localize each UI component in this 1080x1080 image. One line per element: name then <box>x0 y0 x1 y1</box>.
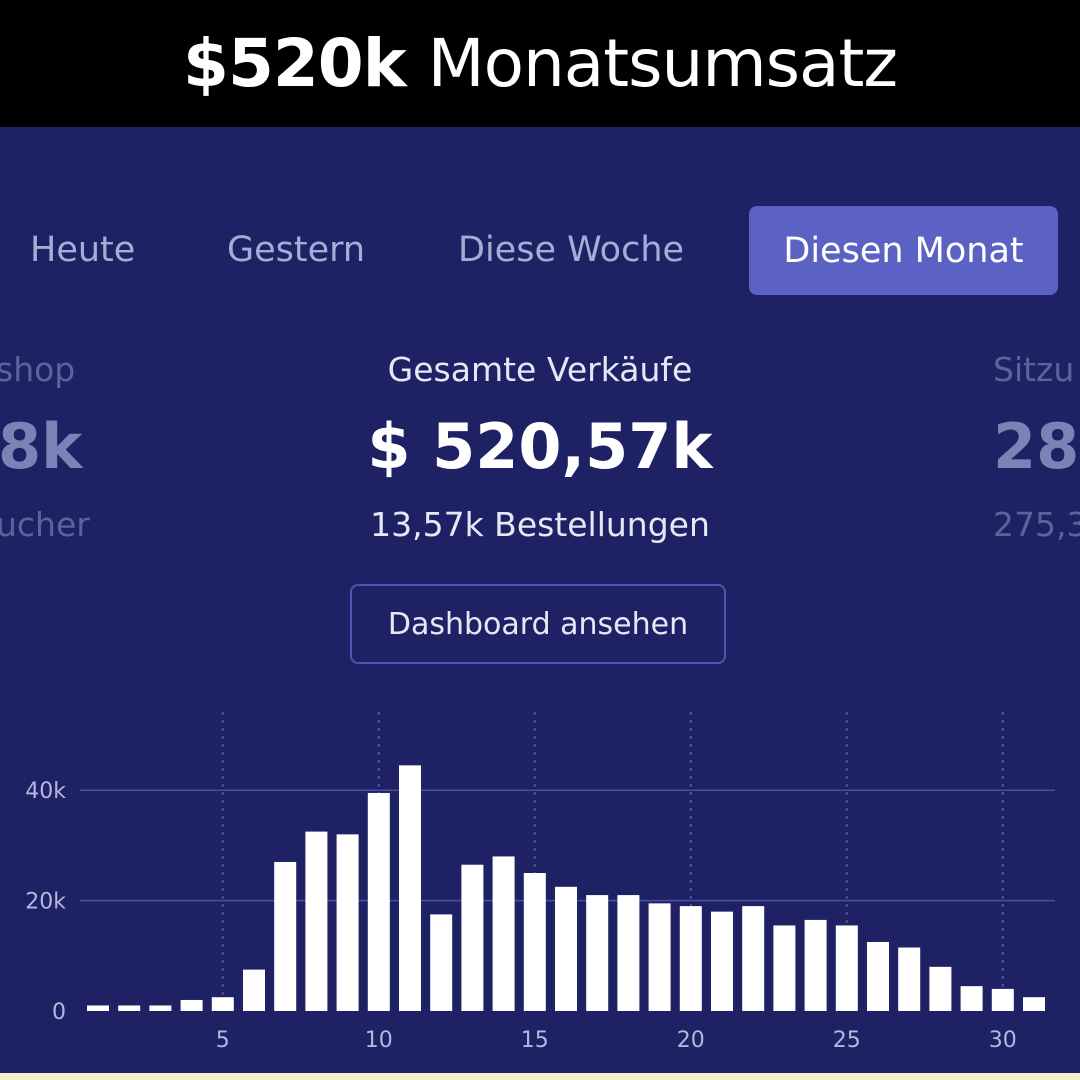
x-tick-label: 25 <box>833 1028 861 1053</box>
chart-bar <box>835 925 858 1011</box>
banner-title: $520k Monatsumsatz <box>0 0 1080 127</box>
chart-bar <box>492 856 515 1011</box>
chart-bar <box>118 1005 141 1011</box>
chart-bar <box>461 864 484 1011</box>
orders-count: 13,57k Bestellungen <box>370 505 710 544</box>
chart-bar <box>180 999 203 1011</box>
tab-diese-woche[interactable]: Diese Woche <box>458 230 685 270</box>
chart-bar <box>617 895 640 1011</box>
chart-bar <box>243 969 265 1011</box>
y-tick-label: 20k <box>25 890 66 915</box>
chart-bar <box>149 1005 172 1011</box>
chart-bar <box>929 966 952 1011</box>
chart-bar <box>555 886 577 1011</box>
chart-bar <box>274 861 297 1011</box>
chart-bar <box>648 903 671 1011</box>
chart-bar <box>336 834 359 1011</box>
x-tick-label: 15 <box>521 1028 549 1053</box>
total-sales-value: $ 520,57k <box>367 410 713 483</box>
chart-bar <box>742 906 765 1011</box>
chart-bar <box>305 831 328 1011</box>
chart-bar <box>679 906 702 1011</box>
chart-bar <box>960 986 983 1011</box>
chart-bar <box>430 914 453 1011</box>
chart-bar <box>399 765 421 1011</box>
x-tick-label: 30 <box>989 1028 1017 1053</box>
banner-label: Monatsumsatz <box>427 25 898 102</box>
banner-amount: $520k <box>183 25 407 102</box>
bottom-strip <box>0 1073 1080 1080</box>
tab-diesen-monat[interactable]: Diesen Monat <box>749 206 1058 295</box>
left-stat-label: shop <box>0 350 76 389</box>
chart-bar <box>87 1005 109 1011</box>
x-tick-label: 20 <box>677 1028 705 1053</box>
total-sales-label: Gesamte Verkäufe <box>387 350 693 389</box>
dashboard-button[interactable]: Dashboard ansehen <box>350 584 726 664</box>
right-stat-value: 28 <box>993 410 1080 483</box>
chart-bar <box>586 895 609 1011</box>
chart-bar <box>711 911 733 1011</box>
x-tick-label: 5 <box>216 1028 230 1053</box>
tab-heute[interactable]: Heute <box>30 230 136 270</box>
chart-bar <box>367 792 390 1011</box>
chart-bar <box>1023 997 1045 1011</box>
y-tick-label: 0 <box>52 1000 66 1025</box>
left-stat-value: 8k <box>0 410 83 483</box>
chart-bar <box>898 947 921 1011</box>
right-stat-sub: 275,3 <box>993 505 1080 544</box>
chart-bar <box>804 919 827 1011</box>
right-stat-label: Sitzu <box>993 350 1075 389</box>
left-stat-sub: ucher <box>0 505 90 544</box>
tab-gestern[interactable]: Gestern <box>227 230 366 270</box>
chart-bar <box>867 942 889 1011</box>
chart-bar <box>991 988 1014 1011</box>
chart-bar <box>211 997 234 1011</box>
x-tick-label: 10 <box>365 1028 393 1053</box>
chart-bar <box>773 925 796 1011</box>
y-tick-label: 40k <box>25 779 66 804</box>
chart-bar <box>523 873 546 1011</box>
